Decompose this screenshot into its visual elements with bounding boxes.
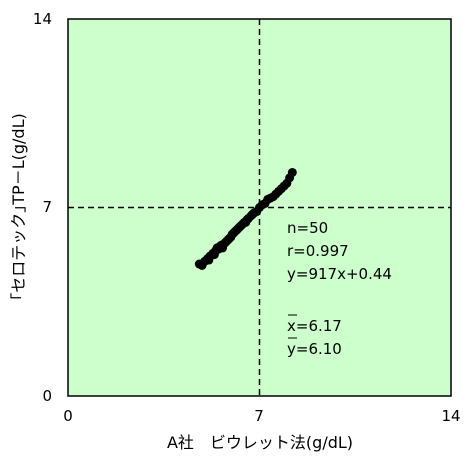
y-tick-label: 7 — [42, 198, 52, 216]
y-tick-label: 14 — [33, 10, 52, 28]
data-points — [194, 167, 297, 270]
x-axis-title: A社 ビウレット法(g/dL) — [167, 433, 353, 452]
data-point — [287, 167, 297, 177]
stat-equation: y=917x+0.44 — [287, 265, 392, 283]
stat-x-mean: x=6.17 — [287, 317, 342, 335]
y-axis-title: ｢セロテック｣TP－L(g/dL) — [9, 113, 28, 300]
x-tick-label: 0 — [63, 407, 73, 425]
x-tick-label: 7 — [254, 407, 264, 425]
y-tick-label: 0 — [42, 387, 52, 405]
stat-y-mean: y=6.10 — [287, 340, 342, 358]
stat-n: n=50 — [287, 219, 328, 237]
stat-r: r=0.997 — [287, 242, 349, 260]
x-tick-label: 14 — [441, 407, 460, 425]
